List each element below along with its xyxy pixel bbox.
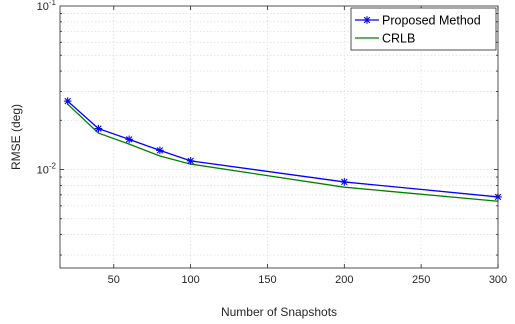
series-line-crlb [67,103,499,202]
data-point-proposed-method [156,146,164,155]
data-point-proposed-method [94,124,103,133]
y-tick-label: 10-1 [37,0,57,13]
legend-box [350,7,497,51]
legend-marker-proposed-method [363,16,371,24]
y-tick-exponent: -1 [49,0,57,7]
x-tick-label: 250 [412,274,430,286]
data-point-proposed-method [63,97,72,105]
legend-label-crlb: CRLB [382,32,415,46]
marker-stroke [125,136,133,143]
x-tick-label: 300 [489,274,507,286]
marker-stroke [64,97,71,105]
legend-label-proposed-method: Proposed Method [382,14,481,28]
data-point-proposed-method [186,157,195,165]
y-tick-label: 10-2 [37,162,57,177]
legend: Proposed Method CRLB [350,7,497,51]
data-point-proposed-method [125,135,133,144]
y-axis-label: RMSE (deg) [9,104,23,170]
marker-stroke [156,147,164,154]
marker-stroke [363,16,371,24]
x-tick-label: 200 [335,274,353,286]
marker-stroke [95,125,102,132]
y-tick-base: 10 [37,1,49,13]
y-tick-exponent: -2 [49,162,57,171]
y-tick-base: 10 [37,165,49,177]
marker-stroke [187,157,194,165]
marker-stroke [341,178,348,186]
x-tick-label: 150 [258,274,276,286]
legend-entries: Proposed Method CRLB [355,14,481,46]
x-tick-label: 50 [108,274,120,286]
data-point-proposed-method [340,178,349,186]
x-axis-label: Number of Snapshots [221,305,337,319]
plot-frame [59,5,499,269]
x-tick-label: 100 [181,274,199,286]
